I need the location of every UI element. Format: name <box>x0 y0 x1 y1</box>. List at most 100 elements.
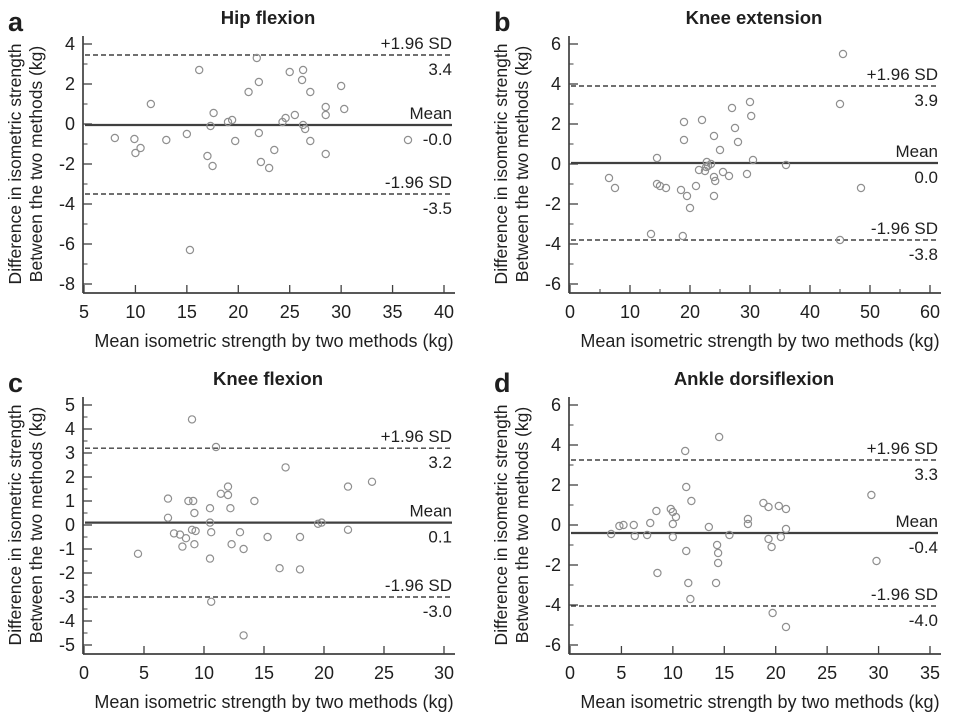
data-point <box>713 548 723 558</box>
data-point <box>178 542 187 551</box>
y-axis-label-line2: Between the two methods (kg) <box>512 407 532 643</box>
panel-letter: c <box>8 368 23 398</box>
data-point <box>208 161 217 171</box>
data-point <box>835 235 845 245</box>
data-point <box>606 529 616 539</box>
y-tick-label: 2 <box>65 467 75 487</box>
x-tick-label: 35 <box>920 663 940 683</box>
x-tick-label: 20 <box>766 663 786 683</box>
y-axis-label-line1: Difference in isometric strength <box>491 405 511 646</box>
data-point <box>748 155 758 165</box>
mean-label: Mean <box>895 512 938 531</box>
y-axis-label-line2: Between the two methods (kg) <box>512 46 532 282</box>
data-point <box>687 496 696 506</box>
panel-title: Hip flexion <box>221 7 316 28</box>
data-point <box>297 75 307 85</box>
y-tick-label: 4 <box>65 419 75 439</box>
panel-letter: a <box>8 7 24 37</box>
data-point <box>263 532 272 542</box>
y-tick-label: 0 <box>551 515 561 535</box>
data-point <box>872 556 881 566</box>
panel-knee-flexion: c Knee flexion Difference in isometric str… <box>0 361 486 722</box>
data-point <box>733 137 743 147</box>
data-point <box>646 229 656 239</box>
x-tick-label: 30 <box>740 302 760 322</box>
x-tick-label: 10 <box>194 663 214 683</box>
data-point <box>131 148 140 158</box>
data-point <box>230 136 240 146</box>
data-point <box>629 520 638 530</box>
data-point <box>205 554 215 563</box>
y-axis-label-line2: Between the two methods (kg) <box>26 407 46 643</box>
upper_loa-label: +1.96 SD <box>381 427 452 446</box>
data-point <box>610 183 620 193</box>
y-tick-label: -4 <box>545 234 561 254</box>
data-point <box>711 578 721 588</box>
x-tick-label: 60 <box>920 302 940 322</box>
data-point <box>295 532 305 542</box>
data-point <box>403 135 413 145</box>
data-point <box>175 530 185 539</box>
upper_loa-label: +1.96 SD <box>867 65 938 84</box>
data-point <box>764 502 773 512</box>
data-point <box>317 518 326 527</box>
data-point <box>768 608 777 618</box>
data-point <box>190 508 199 518</box>
mean-label: Mean <box>409 502 452 521</box>
data-point <box>184 496 193 506</box>
data-point <box>223 117 233 127</box>
y-tick-label: -4 <box>59 194 75 214</box>
data-point <box>668 532 678 542</box>
data-point <box>209 108 218 118</box>
data-point <box>682 546 691 556</box>
x-axis-label: Mean isometric strength by two methods (… <box>94 331 453 351</box>
y-tick-label: -8 <box>59 274 75 294</box>
panel-letter: d <box>494 368 511 398</box>
lower_loa-value: -3.0 <box>423 602 452 621</box>
data-point <box>781 504 791 514</box>
data-point <box>646 518 655 528</box>
x-tick-label: 20 <box>680 302 700 322</box>
y-tick-label: -2 <box>545 194 561 214</box>
data-point <box>190 539 199 549</box>
chart-knee-flexion: c Knee flexion Difference in isometric str… <box>5 368 455 712</box>
data-point <box>684 578 693 588</box>
data-point <box>671 512 681 522</box>
x-tick-label: 30 <box>434 663 454 683</box>
data-point <box>235 527 245 537</box>
data-point <box>686 594 695 604</box>
upper_loa-value: 3.3 <box>914 465 938 484</box>
panel-title: Knee extension <box>686 7 823 28</box>
upper_loa-label: +1.96 SD <box>867 439 938 458</box>
x-tick-label: 40 <box>434 302 454 322</box>
y-tick-label: 2 <box>551 475 561 495</box>
mean-value: -0.0 <box>423 130 452 149</box>
y-axis-label-line2: Between the two methods (kg) <box>26 46 46 282</box>
y-tick-label: 0 <box>65 515 75 535</box>
y-tick-label: -2 <box>59 563 75 583</box>
data-point <box>343 482 353 491</box>
data-point <box>642 530 652 540</box>
data-point <box>239 544 248 554</box>
y-tick-label: -3 <box>59 587 75 607</box>
x-tick-label: 15 <box>254 663 274 683</box>
data-point <box>715 145 725 155</box>
data-point <box>313 519 323 528</box>
x-tick-label: 20 <box>228 302 248 322</box>
data-point <box>188 496 198 506</box>
x-tick-label: 30 <box>869 663 889 683</box>
data-point <box>340 104 349 114</box>
y-tick-label: 6 <box>551 395 561 415</box>
data-point <box>615 521 624 531</box>
x-tick-label: 25 <box>817 663 837 683</box>
data-point <box>724 171 734 181</box>
data-point <box>227 115 237 125</box>
data-point <box>270 145 279 155</box>
x-tick-label: 0 <box>565 302 575 322</box>
x-axis-label: Mean isometric strength by two methods (… <box>580 331 939 351</box>
data-point <box>191 526 200 536</box>
y-axis-label-line1: Difference in isometric strength <box>5 44 25 285</box>
data-point <box>211 442 221 452</box>
data-point <box>285 67 294 77</box>
data-point <box>743 519 753 529</box>
